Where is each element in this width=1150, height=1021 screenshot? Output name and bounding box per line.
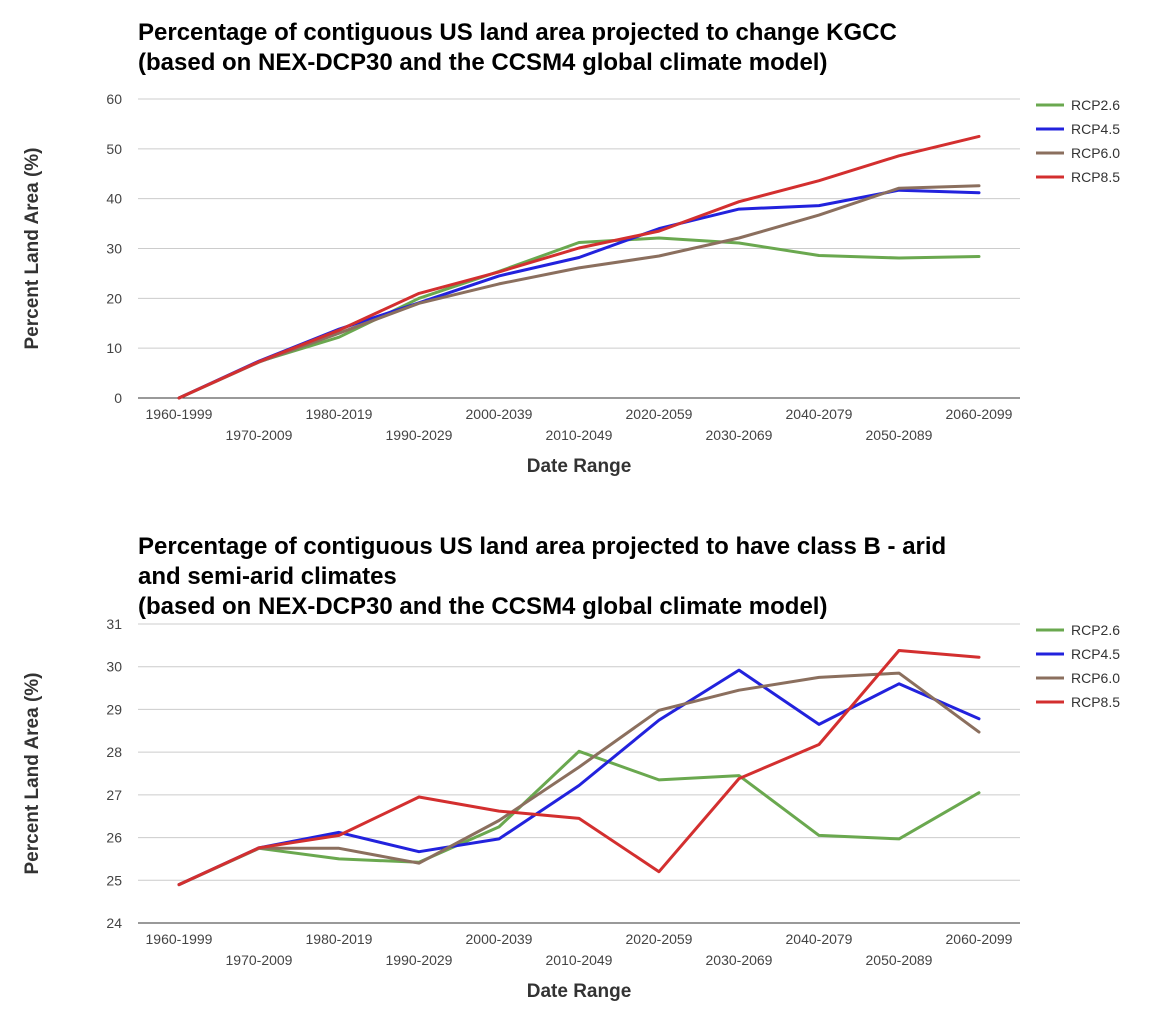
x-tick-label: 1990-2029	[386, 427, 453, 443]
x-tick-label: 2030-2069	[706, 952, 773, 968]
y-tick-label: 25	[106, 872, 122, 888]
legend-label: RCP8.5	[1071, 694, 1120, 710]
y-tick-label: 0	[114, 390, 122, 406]
x-tick-label: 2060-2099	[946, 931, 1013, 947]
chart-arid-climate: Percentage of contiguous US land area pr…	[0, 520, 1150, 1020]
chart-kgcc-change: Percentage of contiguous US land area pr…	[0, 0, 1150, 500]
x-tick-label: 2020-2059	[626, 406, 693, 422]
x-tick-label: 2050-2089	[866, 427, 933, 443]
y-tick-label: 26	[106, 830, 122, 846]
y-tick-label: 30	[106, 241, 122, 257]
series-line-rcp26	[177, 236, 981, 400]
x-tick-label: 2040-2079	[786, 931, 853, 947]
x-tick-label: 2010-2049	[546, 952, 613, 968]
y-tick-label: 28	[106, 744, 122, 760]
x-axis-title: Date Range	[527, 456, 632, 477]
y-tick-label: 60	[106, 91, 122, 107]
chart-title-line: Percentage of contiguous US land area pr…	[138, 19, 897, 46]
series-line-rcp45	[177, 188, 981, 400]
x-tick-label: 1980-2019	[306, 406, 373, 422]
line-plot: 0 10 20 30 40 50 60 1960-1999 1970-2009 1980-2019…	[22, 91, 1120, 477]
y-tick-label: 30	[106, 659, 122, 675]
legend-label: RCP6.0	[1071, 670, 1120, 686]
x-tick-label: 2030-2069	[706, 427, 773, 443]
x-tick-label: 1970-2009	[226, 427, 293, 443]
x-tick-label: 1960-1999	[146, 931, 213, 947]
chart-title-line: (based on NEX-DCP30 and the CCSM4 global…	[138, 593, 828, 620]
series-line-rcp60	[177, 184, 981, 400]
x-tick-label: 1960-1999	[146, 406, 213, 422]
chart-title: Percentage of contiguous US land area pr…	[138, 18, 897, 78]
legend-label: RCP4.5	[1071, 646, 1120, 662]
x-tick-label: 2050-2089	[866, 952, 933, 968]
y-tick-label: 31	[106, 616, 122, 632]
legend-label: RCP4.5	[1071, 121, 1120, 137]
series-line-rcp85	[177, 134, 981, 400]
legend-label: RCP2.6	[1071, 97, 1120, 113]
y-tick-label: 40	[106, 191, 122, 207]
series-line-rcp60	[177, 671, 981, 887]
y-tick-label: 29	[106, 701, 122, 717]
x-tick-label: 1980-2019	[306, 931, 373, 947]
x-tick-label: 2000-2039	[466, 406, 533, 422]
x-tick-label: 2060-2099	[946, 406, 1013, 422]
line-plot: 24 25 26 27 28 29 30 31 1960-1999 1970-2009 1980-2…	[22, 616, 1120, 1002]
y-tick-label: 10	[106, 340, 122, 356]
x-tick-label: 2000-2039	[466, 931, 533, 947]
y-tick-label: 50	[106, 141, 122, 157]
x-tick-label: 1970-2009	[226, 952, 293, 968]
x-tick-label: 1990-2029	[386, 952, 453, 968]
legend-label: RCP6.0	[1071, 145, 1120, 161]
chart-title: Percentage of contiguous US land area pr…	[138, 532, 946, 622]
x-axis-title: Date Range	[527, 981, 632, 1002]
x-tick-label: 2010-2049	[546, 427, 613, 443]
x-tick-label: 2020-2059	[626, 931, 693, 947]
chart-title-line: (based on NEX-DCP30 and the CCSM4 global…	[138, 49, 828, 76]
y-tick-label: 27	[106, 787, 122, 803]
y-tick-label: 24	[106, 915, 122, 931]
y-axis-title: Percent Land Area (%)	[22, 147, 43, 349]
series-line-rcp85	[177, 649, 981, 887]
series-line-rcp26	[177, 749, 981, 887]
y-tick-label: 20	[106, 290, 122, 306]
x-tick-label: 2040-2079	[786, 406, 853, 422]
y-axis-title: Percent Land Area (%)	[22, 672, 43, 874]
chart-title-line: and semi-arid climates	[138, 563, 397, 590]
legend-label: RCP2.6	[1071, 622, 1120, 638]
legend-label: RCP8.5	[1071, 169, 1120, 185]
chart-title-line: Percentage of contiguous US land area pr…	[138, 533, 947, 560]
